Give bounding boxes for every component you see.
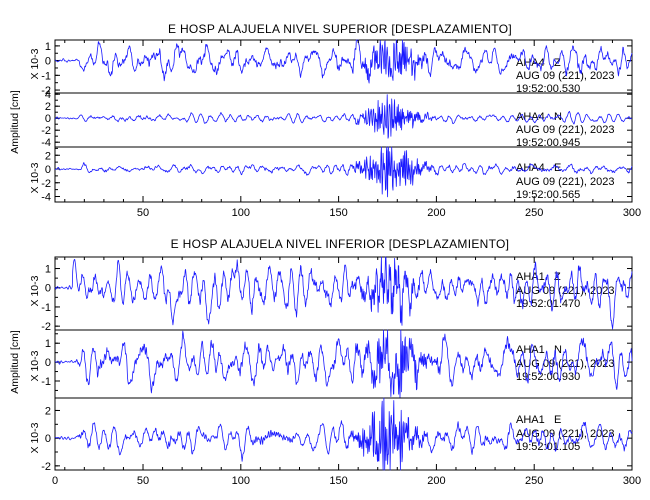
y-tick-label: -2	[41, 85, 51, 97]
x-tick-label: 50	[137, 475, 149, 487]
panel-aha4-e: X 10-3 AHA4 E AUG 09 (221), 2023 19:52:0…	[29, 146, 633, 204]
panel-aha1-z-time: 19:52:01.470	[516, 298, 580, 310]
panel-aha1-e-yunit: X 10-3	[29, 422, 41, 453]
y-tick-label: 0	[45, 283, 51, 295]
chart-inferior: E HOSP ALAJUELA NIVEL INFERIOR [DESPLAZA…	[9, 237, 641, 487]
panel-aha1-e-component: E	[554, 414, 561, 426]
x-tick-label: 0	[52, 475, 58, 487]
chart-superior-title: E HOSP ALAJUELA NIVEL SUPERIOR [DESPLAZA…	[168, 22, 512, 36]
panel-aha4-n: AHA4 N AUG 09 (221), 2023 19:52:00.945 -…	[41, 89, 633, 149]
y-tick-label: 1	[45, 41, 51, 53]
y-tick-label: -1	[41, 376, 51, 388]
panel-aha1-z: X 10-3 AHA1 Z AUG 09 (221), 2023 19:52:0…	[29, 256, 633, 333]
y-tick-label: 1	[45, 264, 51, 276]
panel-aha4-z-yunit: X 10-3	[29, 48, 41, 79]
chart-superior: E HOSP ALAJUELA NIVEL SUPERIOR [DESPLAZA…	[9, 22, 641, 219]
y-tick-label: -2	[41, 125, 51, 137]
chart-superior-x-axis: 50 100 150 200 250 300	[64, 40, 641, 219]
y-tick-label: 2	[45, 150, 51, 162]
panel-aha4-e-time: 19:52:00.565	[516, 189, 580, 201]
c0p1-trace	[54, 94, 632, 139]
panel-aha1-n-time: 19:52:00.930	[516, 371, 580, 383]
x-tick-label: 150	[329, 207, 347, 219]
panel-aha4-n-time: 19:52:00.945	[516, 137, 580, 149]
y-tick-label: -2	[41, 178, 51, 190]
x-tick-label: 300	[623, 475, 641, 487]
panel-aha1-e-date: AUG 09 (221), 2023	[516, 428, 614, 440]
c1p1-trace	[54, 329, 633, 399]
chart-inferior-x-axis: 0 50 100 150 200 250 300	[52, 257, 641, 487]
c0p2-frame	[54, 146, 633, 203]
y-tick-label: 0	[45, 56, 51, 68]
x-tick-label: 100	[232, 475, 250, 487]
x-tick-label: 150	[329, 475, 347, 487]
y-tick-label: -4	[41, 137, 51, 149]
c1p0-trace	[54, 256, 633, 330]
y-tick-label: 2	[45, 405, 51, 417]
y-tick-label: 2	[45, 101, 51, 113]
x-tick-label: 250	[525, 207, 543, 219]
y-tick-label: 1	[45, 338, 51, 350]
chart-superior-ylabel: Amplitud [cm]	[9, 90, 21, 154]
chart-inferior-title: E HOSP ALAJUELA NIVEL INFERIOR [DESPLAZA…	[171, 237, 510, 251]
x-tick-label: 250	[525, 475, 543, 487]
panel-aha4-e-component: E	[554, 162, 561, 174]
y-tick-label: 0	[45, 357, 51, 369]
x-tick-label: 50	[137, 207, 149, 219]
panel-aha1-e-station: AHA1	[516, 414, 545, 426]
y-tick-label: 0	[45, 164, 51, 176]
x-tick-label: 200	[427, 475, 445, 487]
c1p2-frame	[54, 397, 633, 471]
y-tick-label: 0	[45, 113, 51, 125]
panel-aha1-n-date: AUG 09 (221), 2023	[516, 358, 614, 370]
y-tick-label: -2	[41, 461, 51, 473]
y-tick-label: -1	[41, 70, 51, 82]
panel-aha1-n-component: N	[554, 344, 562, 356]
x-tick-label: 300	[623, 207, 641, 219]
y-tick-label: -2	[41, 321, 51, 333]
x-tick-label: 200	[427, 207, 445, 219]
panel-aha1-z-station: AHA1	[516, 271, 545, 283]
y-tick-label: -4	[41, 192, 51, 204]
x-tick-label: 100	[232, 207, 250, 219]
panel-aha1-n: X 10-3 AHA1 N AUG 09 (221), 2023 19:52:0…	[29, 329, 633, 399]
y-tick-label: 0	[45, 433, 51, 445]
panel-aha4-z-time: 19:52:00.530	[516, 83, 580, 95]
c0p0-trace	[54, 39, 633, 84]
panel-aha4-z: X 10-3 AHA4 Z AUG 09 (221), 2023 19:52:0…	[29, 39, 633, 97]
panel-aha4-n-date: AUG 09 (221), 2023	[516, 124, 614, 136]
panel-aha4-e-yunit: X 10-3	[29, 162, 41, 193]
panel-aha1-e: X 10-3 AHA1 E AUG 09 (221), 2023 19:52:0…	[29, 397, 633, 473]
c0p2-trace	[54, 146, 633, 198]
panel-aha4-z-date: AUG 09 (221), 2023	[516, 70, 614, 82]
panel-aha4-e-date: AUG 09 (221), 2023	[516, 176, 614, 188]
y-tick-label: 4	[45, 89, 51, 101]
chart-inferior-ylabel: Amplitud [cm]	[9, 330, 21, 394]
c1p2-trace	[54, 397, 633, 471]
panel-aha1-z-yunit: X 10-3	[29, 275, 41, 306]
y-tick-label: -1	[41, 302, 51, 314]
panel-aha1-n-yunit: X 10-3	[29, 350, 41, 381]
